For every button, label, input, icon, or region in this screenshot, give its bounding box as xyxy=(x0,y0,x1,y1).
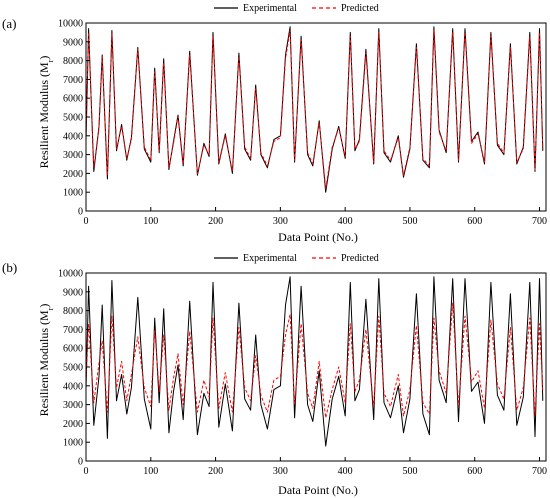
legend-b: Experimental Predicted xyxy=(214,253,379,264)
x-tick-label-a: 100 xyxy=(143,216,158,227)
x-tick-label-a: 200 xyxy=(208,216,223,227)
legend-label-predicted: Predicted xyxy=(341,3,379,14)
y-tick-label-b: 10000 xyxy=(58,269,83,280)
y-tick-label-b: 5000 xyxy=(63,363,83,374)
y-tick-label-b: 1000 xyxy=(63,438,83,449)
x-tick-label-b: 700 xyxy=(532,466,547,477)
legend-label-predicted: Predicted xyxy=(341,253,379,264)
y-tick-label-a: 7000 xyxy=(63,75,83,86)
x-tick-label-a: 400 xyxy=(338,216,353,227)
x-tick-label-a: 700 xyxy=(532,216,547,227)
plot-frame-b xyxy=(85,272,547,462)
y-tick-label-a: 10000 xyxy=(58,19,83,30)
y-tick-label-b: 2000 xyxy=(63,419,83,430)
x-tick-label-b: 400 xyxy=(338,466,353,477)
x-tick-label-b: 500 xyxy=(402,466,417,477)
y-tick-label-a: 5000 xyxy=(63,113,83,124)
y-tick-label-a: 1000 xyxy=(63,188,83,199)
chart-panel-b: (b) Experimental Predicted 0100020003000… xyxy=(2,253,547,497)
y-tick-label-a: 3000 xyxy=(63,150,83,161)
series-line-predicted-b xyxy=(85,302,544,419)
x-tick-label-a: 500 xyxy=(402,216,417,227)
y-tick-label-a: 8000 xyxy=(63,56,83,67)
x-tick-label-b: 100 xyxy=(143,466,158,477)
legend-label-experimental: Experimental xyxy=(243,3,297,14)
y-tick-label-b: 3000 xyxy=(63,400,83,411)
y-tick-label-b: 6000 xyxy=(63,344,83,355)
x-axis-title-a: Data Point (No.) xyxy=(278,230,358,244)
y-axis-title-b: Resilient Modulus (Mr) xyxy=(37,304,55,417)
panel-label-a: (a) xyxy=(2,16,16,31)
y-axis-title-a: Resilient Modulus (Mr) xyxy=(37,56,55,169)
y-tick-label-a: 2000 xyxy=(63,169,83,180)
y-tick-label-a: 0 xyxy=(78,207,83,218)
plot-frame-a xyxy=(85,22,547,212)
x-tick-label-a: 600 xyxy=(467,216,482,227)
y-tick-label-a: 4000 xyxy=(63,131,83,142)
x-tick-label-b: 600 xyxy=(467,466,482,477)
series-line-predicted-a xyxy=(85,30,544,189)
x-tick-label-a: 300 xyxy=(273,216,288,227)
x-tick-label-b: 0 xyxy=(84,466,89,477)
y-tick-label-b: 8000 xyxy=(63,306,83,317)
x-axis-title-b: Data Point (No.) xyxy=(278,483,358,497)
legend-label-experimental: Experimental xyxy=(243,253,297,264)
x-tick-label-a: 0 xyxy=(84,216,89,227)
y-tick-label-a: 9000 xyxy=(63,37,83,48)
legend-a: Experimental Predicted xyxy=(214,3,379,14)
x-tick-label-b: 200 xyxy=(208,466,223,477)
x-tick-label-b: 300 xyxy=(273,466,288,477)
y-tick-label-b: 0 xyxy=(78,457,83,468)
y-tick-label-b: 7000 xyxy=(63,325,83,336)
panel-label-b: (b) xyxy=(2,260,17,275)
series-line-experimental-b xyxy=(85,276,544,447)
chart-panel-a: (a) Experimental Predicted 0100020003000… xyxy=(2,3,547,244)
y-tick-label-b: 9000 xyxy=(63,287,83,298)
series-line-experimental-a xyxy=(85,26,544,193)
y-tick-label-b: 4000 xyxy=(63,381,83,392)
y-tick-label-a: 6000 xyxy=(63,94,83,105)
